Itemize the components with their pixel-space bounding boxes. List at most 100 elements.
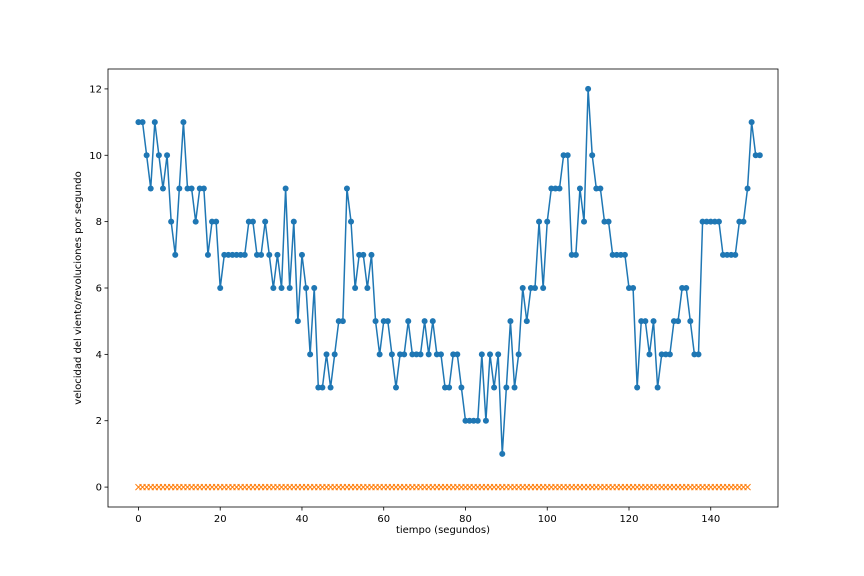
data-point <box>536 218 543 225</box>
data-point <box>274 251 281 258</box>
data-point <box>319 384 326 391</box>
data-point <box>511 384 518 391</box>
data-point <box>348 218 355 225</box>
data-point <box>654 384 661 391</box>
data-point <box>147 185 154 192</box>
data-point <box>303 285 310 291</box>
data-point <box>695 351 702 358</box>
data-point <box>286 285 293 291</box>
data-point <box>458 384 465 391</box>
data-point <box>180 119 187 126</box>
x-tick-label: 40 <box>296 514 309 525</box>
data-point <box>172 251 179 258</box>
data-point <box>495 351 502 358</box>
y-tick-label: 0 <box>96 483 102 494</box>
data-point <box>405 318 412 325</box>
data-point <box>352 285 359 291</box>
data-point <box>298 251 305 258</box>
data-point <box>437 351 444 358</box>
x-tick-label: 100 <box>538 514 557 525</box>
data-point <box>572 251 579 258</box>
y-tick-label: 8 <box>96 217 102 228</box>
data-point <box>204 251 211 258</box>
x-tick-label: 80 <box>459 514 472 525</box>
data-point <box>556 185 563 192</box>
data-point <box>368 251 375 258</box>
data-point <box>155 152 162 159</box>
data-point <box>258 251 265 258</box>
data-point <box>499 450 506 457</box>
data-point <box>401 351 408 358</box>
data-point <box>241 251 248 258</box>
series-2 <box>135 483 751 491</box>
data-point <box>294 318 301 325</box>
y-tick-label: 10 <box>89 151 102 162</box>
data-point <box>605 218 612 225</box>
data-point <box>143 152 150 159</box>
data-point <box>503 384 510 391</box>
data-point <box>376 351 383 358</box>
data-point <box>634 384 641 391</box>
y-axis-label: velocidad del viento/revoluciones por se… <box>73 171 84 404</box>
y-tick-label: 2 <box>96 416 102 427</box>
data-point <box>307 351 314 358</box>
data-point <box>249 218 256 225</box>
data-point <box>630 285 637 291</box>
y-axis: 0 2 4 6 8 10 12 <box>89 84 108 494</box>
x-axis: 0 20 40 60 80 100 120 140 <box>135 507 720 525</box>
data-point <box>585 85 592 92</box>
data-point <box>151 119 158 126</box>
data-point <box>474 417 481 424</box>
data-point <box>429 318 436 325</box>
data-point <box>487 351 494 358</box>
data-point <box>176 185 183 192</box>
x-tick-label: 140 <box>701 514 720 525</box>
data-point <box>581 218 588 225</box>
data-point <box>446 384 453 391</box>
data-point <box>491 384 498 391</box>
data-point <box>372 318 379 325</box>
data-point <box>311 285 318 291</box>
data-point <box>192 218 199 225</box>
data-point <box>564 152 571 159</box>
data-point <box>646 351 653 358</box>
data-point-x-marker <box>744 483 751 491</box>
data-point <box>139 119 146 126</box>
data-point <box>360 251 367 258</box>
data-point <box>278 285 285 291</box>
y-tick-label: 6 <box>96 284 102 295</box>
data-point <box>200 185 207 192</box>
data-point <box>740 218 747 225</box>
data-point <box>290 218 297 225</box>
data-point <box>519 285 526 291</box>
data-point <box>323 351 330 358</box>
data-point <box>384 318 391 325</box>
data-point <box>589 152 596 159</box>
data-point <box>715 218 722 225</box>
x-tick-label: 0 <box>135 514 141 525</box>
data-point <box>331 351 338 358</box>
data-point <box>168 218 175 225</box>
y-tick-label: 12 <box>89 84 102 95</box>
data-point <box>540 285 547 291</box>
x-tick-label: 20 <box>214 514 227 525</box>
data-point <box>744 185 751 192</box>
data-point <box>217 285 224 291</box>
data-point <box>282 185 289 192</box>
data-point <box>732 251 739 258</box>
data-point <box>756 152 763 159</box>
data-point <box>270 285 277 291</box>
data-point <box>164 152 171 159</box>
data-point <box>748 119 755 126</box>
data-point <box>482 417 489 424</box>
data-point <box>675 318 682 325</box>
data-point <box>544 218 551 225</box>
series-layer <box>135 85 763 491</box>
data-point <box>597 185 604 192</box>
data-point <box>454 351 461 358</box>
series-1 <box>135 85 763 457</box>
data-point <box>642 318 649 325</box>
